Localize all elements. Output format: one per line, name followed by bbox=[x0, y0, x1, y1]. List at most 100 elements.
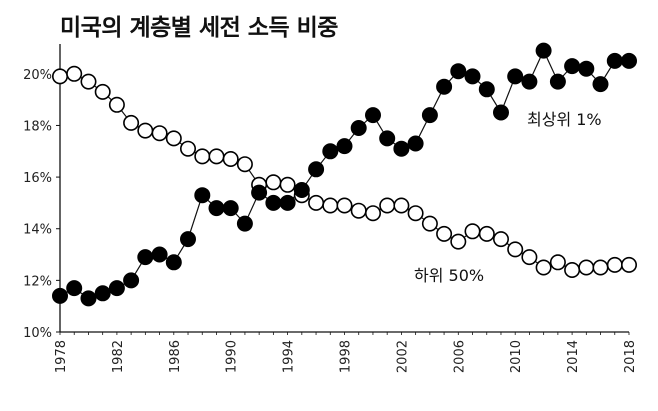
bottom50-point bbox=[436, 225, 453, 242]
top1-point bbox=[51, 287, 68, 304]
top1-point bbox=[66, 280, 83, 297]
top1-point bbox=[265, 194, 282, 211]
bottom50-point bbox=[51, 68, 68, 85]
top1-point bbox=[564, 58, 581, 75]
x-tick-label: 1998 bbox=[339, 340, 354, 373]
x-tick-label: 1994 bbox=[282, 340, 297, 373]
bottom50-point bbox=[407, 205, 424, 222]
x-tick-label: 2018 bbox=[623, 340, 638, 373]
bottom50-point bbox=[450, 233, 467, 250]
y-tick-label: 10% bbox=[23, 326, 52, 341]
bottom50-point bbox=[123, 114, 140, 131]
bottom50-point bbox=[222, 151, 239, 168]
bottom50-point bbox=[535, 259, 552, 276]
bottom50-point bbox=[279, 176, 296, 193]
series-points bbox=[51, 42, 637, 307]
bottom50-point bbox=[564, 261, 581, 278]
top1-point bbox=[521, 73, 538, 90]
y-tick-label: 14% bbox=[23, 223, 52, 238]
top1-point bbox=[222, 200, 239, 217]
bottom50-point bbox=[350, 202, 367, 219]
bottom50-point bbox=[322, 197, 339, 214]
x-tick-label: 2006 bbox=[452, 340, 467, 373]
bottom50-point bbox=[421, 215, 438, 232]
bottom50-point bbox=[478, 225, 495, 242]
top1-point bbox=[578, 60, 595, 77]
x-tick-label: 2002 bbox=[395, 340, 410, 373]
bottom50-point bbox=[137, 122, 154, 139]
bottom50-point bbox=[492, 231, 509, 248]
bottom50-point bbox=[66, 65, 83, 82]
bottom50-point bbox=[549, 254, 566, 271]
bottom50-point bbox=[336, 197, 353, 214]
top1-point bbox=[137, 249, 154, 266]
top1-point bbox=[180, 231, 197, 248]
bottom50-point bbox=[393, 197, 410, 214]
bottom50-point bbox=[208, 148, 225, 165]
chart-title: 미국의 계층별 세전 소득 비중 bbox=[60, 15, 338, 41]
y-tick-label: 12% bbox=[23, 274, 52, 289]
bottom50-point bbox=[194, 148, 211, 165]
x-tick-label: 2014 bbox=[566, 340, 581, 373]
bottom50-point bbox=[180, 140, 197, 157]
top1-point bbox=[364, 107, 381, 124]
bottom50-point bbox=[578, 259, 595, 276]
top1-point bbox=[308, 161, 325, 178]
top1-point bbox=[393, 140, 410, 157]
top1-point bbox=[208, 200, 225, 217]
top1-point bbox=[151, 246, 168, 263]
top1-point bbox=[620, 52, 637, 69]
tick-labels: 10% 12% 14% 16% 18% 20% 1978 1982 1986 1990 1994 19… bbox=[23, 68, 638, 373]
bottom50-point bbox=[265, 174, 282, 191]
top1-point bbox=[279, 194, 296, 211]
top1-point bbox=[464, 68, 481, 85]
top1-point bbox=[478, 81, 495, 98]
top1-point bbox=[606, 52, 623, 69]
top1-point bbox=[535, 42, 552, 59]
top1-point bbox=[165, 254, 182, 271]
axes bbox=[59, 44, 629, 333]
bottom50-point bbox=[521, 249, 538, 266]
top1-point bbox=[251, 184, 268, 201]
series-label-bottom50: 하위 50% bbox=[414, 266, 484, 285]
top1-point bbox=[108, 280, 125, 297]
top1-point bbox=[507, 68, 524, 85]
top1-point bbox=[492, 104, 509, 121]
bottom50-point bbox=[379, 197, 396, 214]
bottom50-point bbox=[165, 130, 182, 147]
top1-point bbox=[236, 215, 253, 232]
top1-point bbox=[293, 182, 310, 199]
top1-point bbox=[94, 285, 111, 302]
x-tick-label: 2010 bbox=[509, 340, 524, 373]
bottom50-point bbox=[80, 73, 97, 90]
bottom50-point bbox=[308, 194, 325, 211]
top1-point bbox=[450, 63, 467, 80]
top1-point bbox=[80, 290, 97, 307]
y-tick-label: 20% bbox=[23, 68, 52, 83]
top1-point bbox=[407, 135, 424, 152]
y-tick-label: 18% bbox=[23, 119, 52, 134]
bottom50-point bbox=[236, 156, 253, 173]
top1-point bbox=[549, 73, 566, 90]
x-tick-label: 1978 bbox=[54, 340, 69, 373]
bottom50-point bbox=[464, 223, 481, 240]
y-tick-label: 16% bbox=[23, 171, 52, 186]
bottom50-point bbox=[606, 256, 623, 273]
bottom50-point bbox=[620, 256, 637, 273]
bottom50-point bbox=[108, 96, 125, 113]
top1-point bbox=[350, 120, 367, 137]
top1-point bbox=[123, 272, 140, 289]
top1-point bbox=[421, 107, 438, 124]
top1-point bbox=[379, 130, 396, 147]
x-tick-label: 1990 bbox=[225, 340, 240, 373]
bottom50-point bbox=[364, 205, 381, 222]
top1-point bbox=[194, 187, 211, 204]
bottom50-point bbox=[592, 259, 609, 276]
top1-point bbox=[336, 138, 353, 155]
top1-point bbox=[436, 78, 453, 95]
x-tick-label: 1986 bbox=[168, 340, 183, 373]
series-label-top1: 최상위 1% bbox=[527, 110, 602, 129]
top1-point bbox=[592, 76, 609, 93]
bottom50-point bbox=[151, 125, 168, 142]
